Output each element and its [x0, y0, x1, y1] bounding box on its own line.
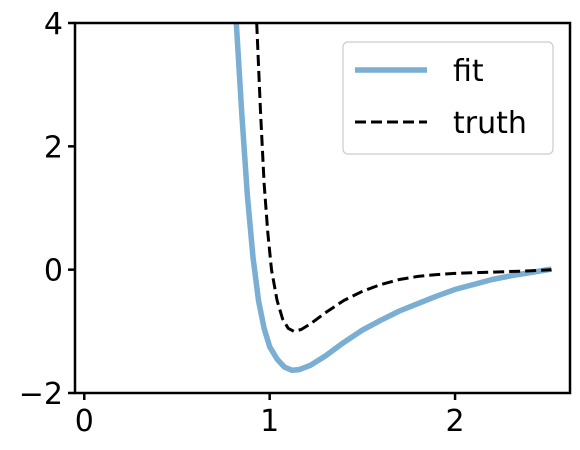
plot-area	[233, 23, 552, 373]
legend-label-truth: truth	[453, 106, 527, 141]
legend: fit truth	[342, 41, 554, 155]
x-tick-label: 1	[260, 404, 279, 439]
x-tick-label: 0	[75, 404, 94, 439]
y-tick-label: −2	[19, 377, 63, 412]
axes: 0 1 2 −2 0 2 4	[19, 7, 572, 439]
y-tick-label: 0	[44, 254, 63, 289]
axes-frame	[73, 21, 572, 395]
series-line-fit	[233, 23, 552, 373]
y-tick-label: 2	[44, 130, 63, 165]
legend-label-fit: fit	[453, 54, 484, 89]
x-tick-label: 2	[446, 404, 465, 439]
series-line-truth	[255, 23, 552, 333]
y-tick-label: 4	[44, 7, 63, 42]
